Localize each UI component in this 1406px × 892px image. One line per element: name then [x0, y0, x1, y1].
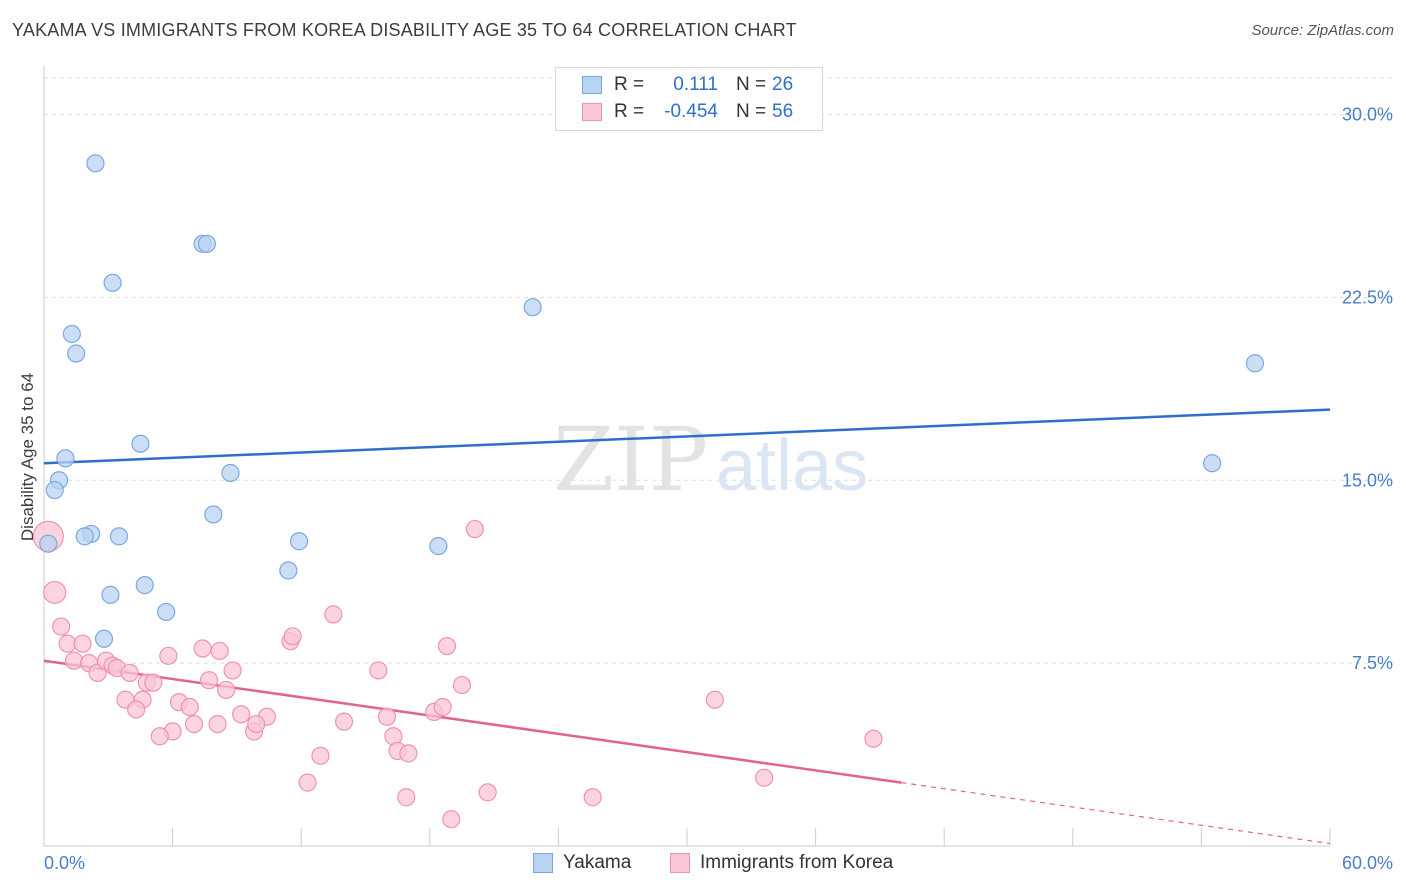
yakama-point — [135, 576, 154, 595]
grid-lines — [44, 77, 1392, 664]
korea-point — [864, 729, 883, 748]
y-tick-label: 30.0% — [1342, 105, 1393, 125]
korea-point — [120, 663, 139, 682]
n-label: N = — [736, 101, 767, 122]
n-value: 26 — [772, 74, 794, 95]
korea-point — [583, 788, 602, 807]
n-value: 56 — [772, 101, 794, 122]
korea-point — [223, 661, 242, 680]
korea-trend-extension — [901, 782, 1331, 845]
korea-point — [705, 690, 724, 709]
korea-swatch — [582, 103, 602, 121]
korea-point — [144, 673, 163, 692]
source-credit: Source: ZipAtlas.com — [1251, 22, 1394, 39]
n-label: N = — [736, 74, 767, 95]
korea-point — [437, 636, 457, 656]
r-label: R = — [614, 74, 645, 95]
korea-point — [397, 788, 416, 807]
korea-point — [478, 783, 497, 802]
korea-point — [334, 712, 354, 731]
watermark-zip: ZIP — [553, 408, 708, 511]
yakama-point — [39, 534, 58, 553]
stats-row-yakama: R = 0.111 N = 26 — [556, 73, 822, 99]
yakama-trend-line — [43, 408, 1331, 465]
korea-point — [377, 707, 397, 726]
korea-point — [232, 705, 251, 724]
x-tick-label: 0.0% — [44, 853, 85, 873]
korea-point — [159, 646, 178, 665]
yakama-point — [157, 602, 176, 622]
yakama-legend-swatch — [533, 853, 553, 873]
korea-point — [452, 675, 472, 695]
korea-point — [324, 605, 343, 624]
korea-point — [64, 651, 84, 670]
yakama-point — [109, 527, 129, 546]
yakama-point — [197, 234, 216, 253]
yakama-point — [94, 629, 114, 648]
tick-labels: 7.5% 15.0% 22.5% 30.0% 0.0% 60.0% — [44, 105, 1393, 873]
korea-point — [184, 714, 204, 734]
yakama-point — [289, 532, 309, 551]
yakama-point — [62, 324, 81, 344]
yakama-point — [131, 434, 150, 453]
yakama-point — [101, 585, 120, 604]
r-value: -0.454 — [664, 101, 718, 122]
yakama-point — [204, 505, 223, 524]
korea-point — [150, 727, 169, 746]
trend-lines — [43, 408, 1331, 845]
korea-point — [199, 671, 219, 690]
watermark: ZIP atlas — [553, 408, 868, 511]
chart-title: YAKAMA VS IMMIGRANTS FROM KOREA DISABILI… — [12, 20, 797, 40]
y-tick-label: 22.5% — [1342, 287, 1393, 307]
r-value: 0.111 — [673, 74, 718, 95]
korea-point — [208, 714, 227, 734]
yakama-point — [279, 561, 298, 580]
korea-point — [52, 617, 71, 636]
yakama-point — [523, 298, 542, 317]
yakama-point — [1203, 454, 1222, 473]
yakama-point — [67, 344, 86, 363]
yakama-point — [86, 154, 105, 173]
korea-point — [73, 634, 92, 653]
yakama-point — [45, 480, 64, 500]
korea-point — [180, 697, 199, 717]
stats-legend: R = 0.111 N = 26 R = -0.454 N = 56 — [555, 67, 823, 131]
korea-point — [298, 773, 317, 792]
yakama-point — [103, 273, 122, 292]
korea-point — [43, 580, 67, 605]
korea-point — [311, 746, 330, 765]
korea-point — [399, 744, 418, 763]
stats-row-korea: R = -0.454 N = 56 — [556, 100, 822, 126]
yakama-legend-label: Yakama — [563, 852, 632, 873]
axes — [43, 66, 1331, 847]
korea-legend-label: Immigrants from Korea — [700, 852, 894, 873]
y-axis-label: Disability Age 35 to 64 — [18, 373, 37, 541]
data-points — [32, 154, 1265, 829]
korea-point — [465, 519, 484, 539]
korea-point — [247, 714, 266, 734]
yakama-point — [75, 527, 94, 546]
r-label: R = — [614, 101, 645, 122]
watermark-atlas: atlas — [716, 426, 868, 506]
korea-point — [283, 627, 302, 646]
yakama-point — [429, 537, 448, 556]
yakama-swatch — [582, 76, 602, 94]
yakama-point — [1245, 354, 1265, 373]
korea-legend-swatch — [670, 853, 690, 873]
yakama-point — [221, 463, 240, 483]
korea-point — [210, 641, 229, 661]
korea-point — [755, 768, 774, 787]
korea-point — [127, 700, 146, 719]
yakama-point — [56, 449, 75, 468]
korea-point — [193, 639, 212, 658]
y-tick-label: 15.0% — [1342, 470, 1393, 490]
korea-point — [433, 697, 452, 717]
x-tick-label: 60.0% — [1342, 853, 1393, 873]
korea-trend-line — [43, 659, 902, 784]
korea-point — [217, 680, 236, 700]
y-tick-label: 7.5% — [1352, 653, 1393, 673]
korea-point — [369, 661, 388, 680]
korea-point — [442, 810, 461, 829]
